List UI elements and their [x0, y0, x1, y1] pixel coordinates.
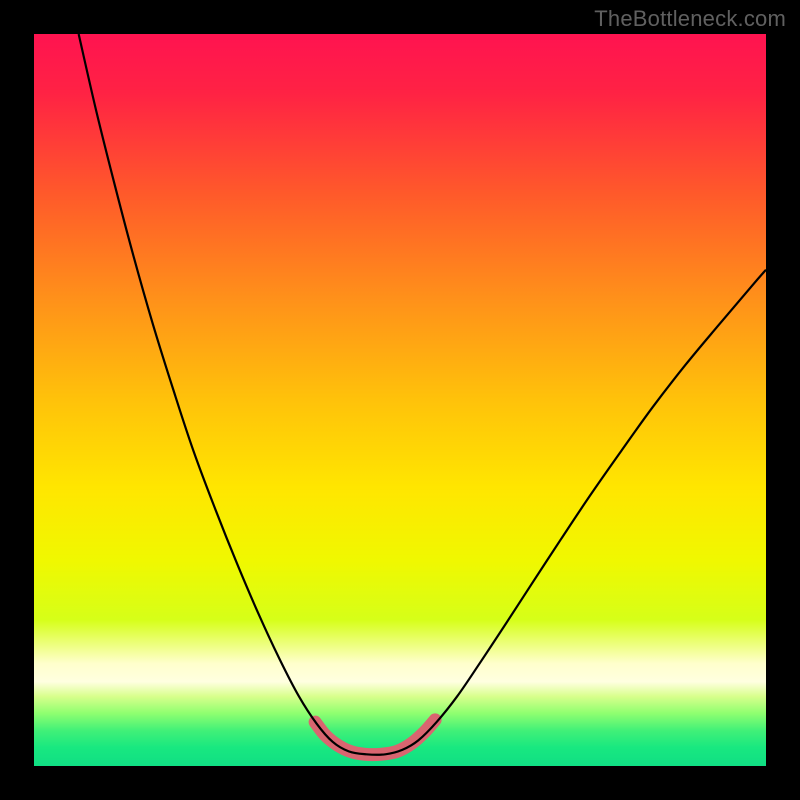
- main-curve: [79, 34, 766, 755]
- chart-container: TheBottleneck.com: [0, 0, 800, 800]
- watermark-text: TheBottleneck.com: [594, 6, 786, 32]
- curve-layer: [34, 34, 766, 766]
- plot-area: [34, 34, 766, 766]
- highlight-curve: [315, 720, 435, 755]
